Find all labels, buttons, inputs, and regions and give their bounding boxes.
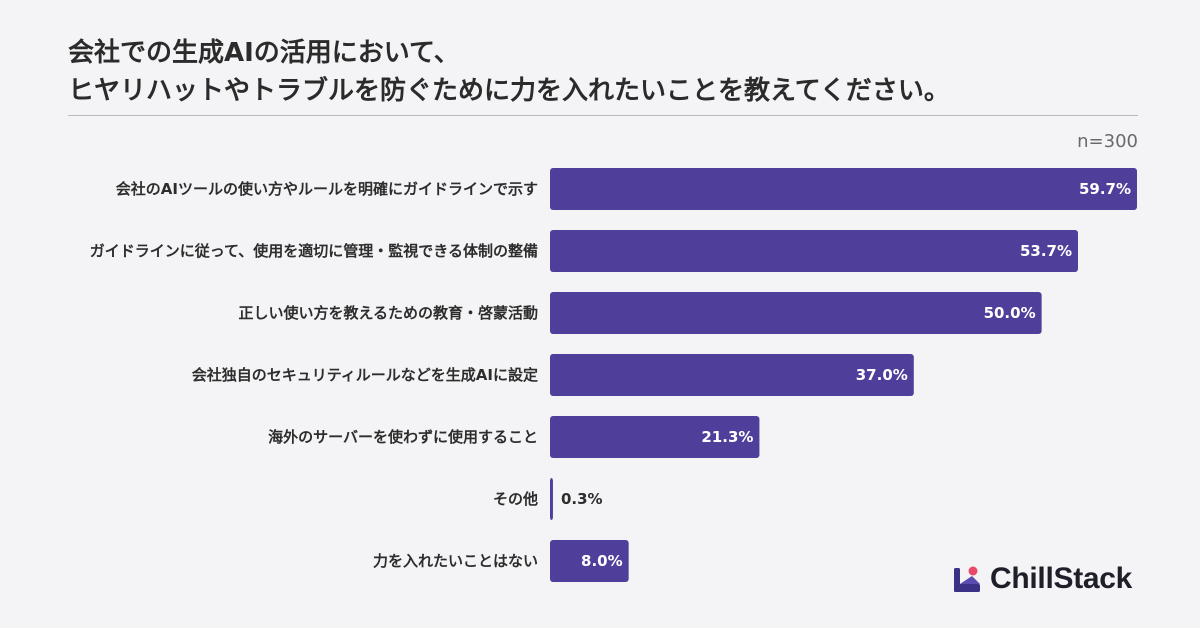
bar (550, 168, 1137, 210)
bar (550, 292, 1042, 334)
category-label: 海外のサーバーを使わずに使用すること (268, 428, 538, 446)
bar-row: ガイドラインに従って、使用を適切に管理・監視できる体制の整備 53.7% (90, 230, 1079, 272)
chart-title: 会社での生成AIの活用において、 ヒヤリハットやトラブルを防ぐために力を入れたい… (68, 34, 1138, 110)
chillstack-logo-icon (954, 566, 980, 592)
data-label: 0.3% (561, 490, 603, 508)
bar (550, 478, 553, 520)
bar (550, 354, 914, 396)
bar-row: 力を入れたいことはない 8.0% (373, 540, 629, 582)
category-label: 正しい使い方を教えるための教育・啓蒙活動 (238, 304, 538, 322)
bar-row: その他 0.3% (493, 478, 603, 520)
data-label: 53.7% (1020, 242, 1072, 260)
data-label: 8.0% (581, 552, 623, 570)
brand-logo: ChillStack (952, 562, 1132, 596)
bar (550, 230, 1079, 272)
category-label: 力を入れたいことはない (373, 552, 538, 570)
bar-row: 正しい使い方を教えるための教育・啓蒙活動 50.0% (238, 292, 1042, 334)
sample-size-label: n=300 (1077, 131, 1138, 152)
bar-row: 海外のサーバーを使わずに使用すること 21.3% (268, 416, 760, 458)
title-divider (68, 115, 1138, 116)
bar-row: 会社独自のセキュリティルールなどを生成AIに設定 37.0% (192, 354, 914, 396)
category-label: 会社のAIツールの使い方やルールを明確にガイドラインで示す (116, 180, 538, 198)
data-label: 37.0% (856, 366, 908, 384)
bar (550, 540, 629, 582)
brand-name: ChillStack (990, 562, 1133, 595)
bar-row: 会社のAIツールの使い方やルールを明確にガイドラインで示す 59.7% (116, 168, 1137, 210)
category-label: その他 (493, 490, 538, 508)
data-label: 21.3% (701, 428, 753, 446)
chart-title-line-2: ヒヤリハットやトラブルを防ぐために力を入れたいことを教えてください。 (68, 76, 950, 106)
bar (550, 416, 760, 458)
chart-title-line-1: 会社での生成AIの活用において、 (68, 38, 460, 68)
data-label: 59.7% (1079, 180, 1131, 198)
data-label: 50.0% (984, 304, 1036, 322)
category-label: 会社独自のセキュリティルールなどを生成AIに設定 (192, 366, 538, 384)
category-label: ガイドラインに従って、使用を適切に管理・監視できる体制の整備 (90, 242, 538, 260)
